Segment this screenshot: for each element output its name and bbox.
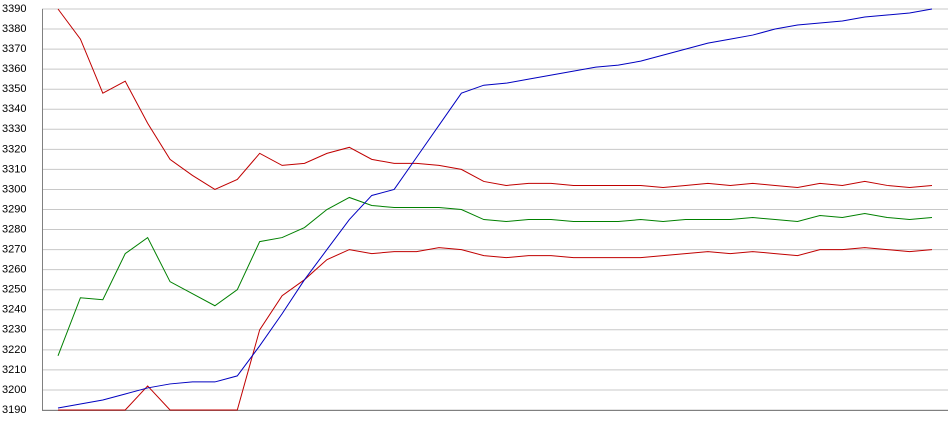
y-tick-label: 3280: [2, 223, 26, 235]
y-tick-label: 3200: [2, 384, 26, 396]
y-tick-label: 3300: [2, 183, 26, 195]
series-line: [57, 196, 933, 357]
series-line: [58, 247, 933, 411]
series-line: [57, 8, 933, 191]
y-tick-label: 3350: [2, 83, 26, 95]
y-tick-label: 3230: [2, 324, 26, 336]
y-tick-label: 3240: [2, 304, 26, 316]
y-tick-label: 3360: [2, 63, 26, 75]
series-line: [57, 8, 933, 409]
y-tick-label: 3250: [2, 284, 26, 296]
y-tick-label: 3220: [2, 344, 26, 356]
y-tick-label: 3390: [2, 3, 26, 15]
y-tick-label: 3290: [2, 203, 26, 215]
y-tick-label: 3210: [2, 364, 26, 376]
y-tick-label: 3330: [2, 123, 26, 135]
y-tick-label: 3380: [2, 23, 26, 35]
y-tick-label: 3320: [2, 143, 26, 155]
y-tick-label: 3190: [2, 404, 26, 416]
y-tick-label: 3270: [2, 244, 26, 256]
y-tick-label: 3310: [2, 163, 26, 175]
y-tick-label: 3370: [2, 43, 26, 55]
y-tick-label: 3260: [2, 264, 26, 276]
y-tick-label: 3340: [2, 103, 26, 115]
